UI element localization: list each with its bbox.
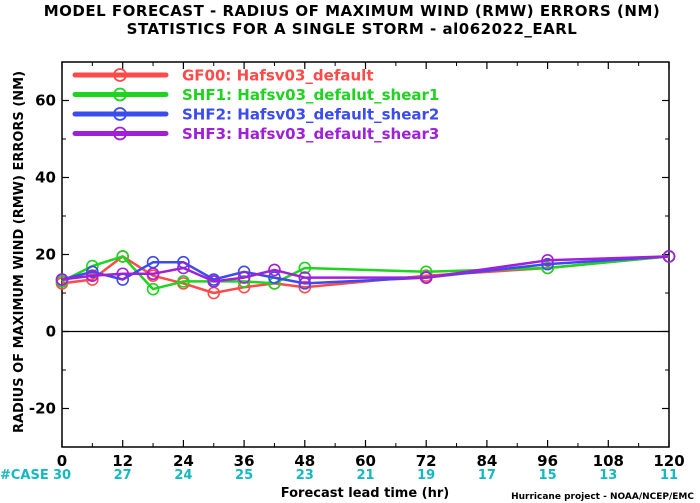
data-point <box>268 263 281 277</box>
x-axis-label: Forecast lead time (hr) <box>281 486 449 501</box>
x-tick-label: 12 <box>112 452 133 470</box>
data-point <box>541 253 554 267</box>
data-point <box>298 280 312 294</box>
case-label: #CASE <box>0 468 49 483</box>
x-tick-label: 72 <box>416 452 437 470</box>
data-point <box>86 265 99 279</box>
case-count: 17 <box>478 468 496 483</box>
y-tick-label: 0 <box>46 323 56 341</box>
data-point <box>177 275 190 288</box>
case-count: 30 <box>53 468 71 483</box>
y-tick-label: 40 <box>35 169 56 187</box>
legend-label: SHF1: Hafsv03_defalut_shear1 <box>182 86 439 104</box>
data-point <box>146 267 160 281</box>
legend-label: GF00: Hafsv03_default <box>182 67 373 85</box>
case-count: 24 <box>174 468 192 483</box>
data-point <box>268 271 281 284</box>
x-tick-label: 24 <box>173 452 194 470</box>
legend-marker <box>113 126 127 141</box>
data-point <box>146 282 160 296</box>
credit-text: Hurricane project - NOAA/NCEP/EMC <box>511 492 694 502</box>
legend-label: SHF2: Hafsv03_default_shear2 <box>182 106 439 124</box>
legend-marker <box>113 68 127 82</box>
case-count: 19 <box>417 468 435 483</box>
case-count: 21 <box>356 468 374 483</box>
data-point <box>55 273 69 286</box>
case-count: 15 <box>539 468 557 483</box>
data-point <box>298 271 312 284</box>
x-tick-label: 84 <box>476 452 497 470</box>
data-point <box>86 273 99 286</box>
case-count: 13 <box>599 468 617 483</box>
y-axis-label: RADIUS OF MAXIMUM WIND (RMW) ERRORS (NM) <box>12 71 27 433</box>
y-tick-label: 60 <box>35 92 56 110</box>
x-tick-label: 108 <box>593 452 624 470</box>
y-tick-label: 20 <box>35 246 56 264</box>
data-point <box>86 269 99 282</box>
x-tick-label: 36 <box>234 452 255 470</box>
x-tick-label: 0 <box>57 452 67 470</box>
plot-area: -200204060030122724243625482360217219841… <box>29 61 685 483</box>
series-4 <box>55 250 676 288</box>
data-point <box>237 271 251 284</box>
x-tick-label: 120 <box>653 452 684 470</box>
case-count: 25 <box>235 468 253 483</box>
case-count: 11 <box>660 468 678 483</box>
chart-title: MODEL FORECAST - RADIUS OF MAXIMUM WIND … <box>44 2 661 20</box>
case-count: 27 <box>114 468 132 483</box>
data-point <box>116 267 129 281</box>
legend-label: SHF3: Hafsv03_default_shear3 <box>182 125 439 143</box>
y-tick-label: -20 <box>29 400 56 418</box>
x-tick-label: 96 <box>537 452 558 470</box>
data-point <box>541 261 554 275</box>
legend-marker <box>113 107 127 121</box>
case-count: 23 <box>296 468 314 483</box>
data-point <box>541 257 554 271</box>
x-tick-label: 48 <box>294 452 315 470</box>
data-point <box>662 250 676 263</box>
data-point <box>207 275 221 288</box>
data-point <box>116 250 129 263</box>
legend-marker <box>113 87 127 102</box>
x-tick-label: 60 <box>355 452 376 470</box>
data-point <box>237 275 251 288</box>
data-point <box>419 271 433 284</box>
data-point <box>298 261 312 275</box>
chart-subtitle: STATISTICS FOR A SINGLE STORM - al062022… <box>127 20 578 38</box>
data-point <box>177 261 190 275</box>
